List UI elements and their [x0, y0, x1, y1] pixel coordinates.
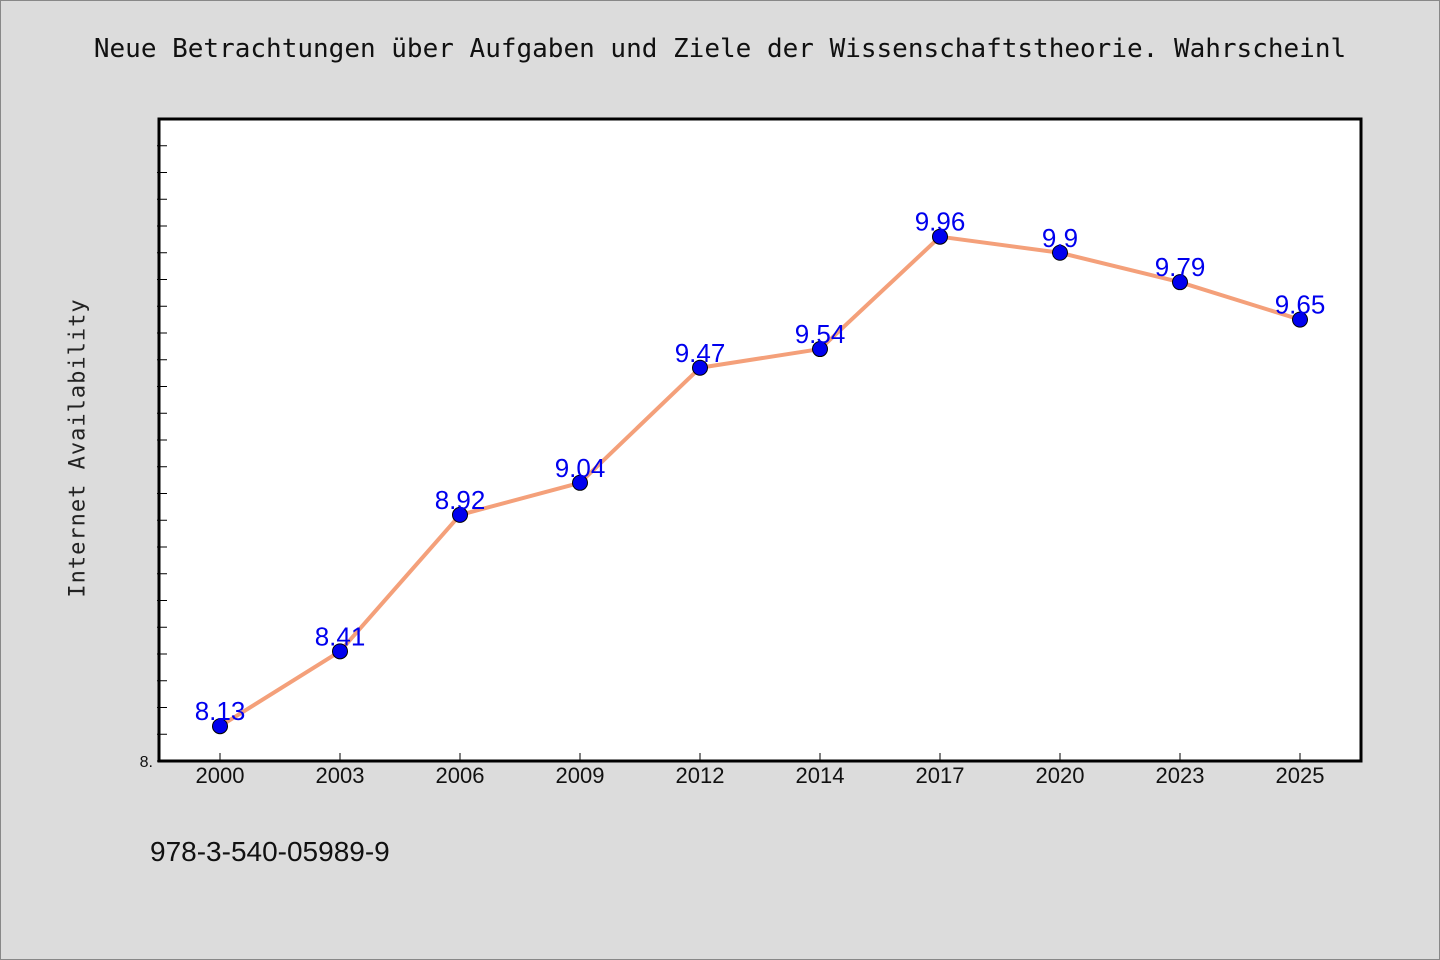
- x-tick-label: 2014: [796, 763, 845, 788]
- data-label: 9.65: [1275, 290, 1326, 320]
- data-labels: 8.13 8.41 8.92 9.04 9.47 9.54 9.96 9.9 9.79 9.65: [195, 207, 1326, 727]
- data-label: 9.9: [1042, 223, 1078, 253]
- isbn-footnote: 978-3-540-05989-9: [150, 836, 390, 867]
- x-tick-label: 2020: [1036, 763, 1085, 788]
- x-axis-ticks: 2000 2003 2006 2009 2012 2014 2017 2020 2023 2025: [196, 753, 1325, 788]
- chart-title: Neue Betrachtungen über Aufgaben und Zie…: [93, 34, 1347, 64]
- x-tick-label: 2006: [436, 763, 485, 788]
- y-tick-label: 8.: [140, 754, 153, 771]
- data-point: [452, 506, 468, 523]
- data-label: 9.96: [915, 207, 966, 237]
- y-axis-ticks: 8.: [140, 145, 167, 771]
- data-point: [1172, 274, 1188, 291]
- data-label: 8.41: [315, 621, 366, 651]
- plot-area: [157, 117, 1363, 763]
- x-tick-label: 2025: [1276, 763, 1325, 788]
- x-tick-label: 2017: [916, 763, 965, 788]
- data-point: [572, 474, 588, 491]
- series-group: [212, 228, 1308, 735]
- data-label: 9.47: [675, 338, 726, 368]
- data-point: [812, 341, 828, 358]
- data-point: [932, 228, 948, 245]
- data-label: 8.92: [435, 485, 486, 515]
- series-line: [218, 234, 1301, 728]
- x-tick-label: 2003: [316, 763, 365, 788]
- data-label: 8.13: [195, 696, 246, 726]
- data-label: 9.54: [795, 319, 846, 349]
- data-point: [212, 718, 228, 735]
- data-point: [1052, 244, 1068, 261]
- data-point: [1292, 311, 1308, 328]
- x-tick-label: 2023: [1156, 763, 1205, 788]
- x-tick-label: 2012: [676, 763, 725, 788]
- data-point: [332, 643, 348, 660]
- x-tick-label: 2000: [196, 763, 245, 788]
- data-point: [692, 359, 708, 376]
- data-label: 9.04: [555, 453, 606, 483]
- data-label: 9.79: [1155, 252, 1206, 282]
- x-tick-label: 2009: [556, 763, 605, 788]
